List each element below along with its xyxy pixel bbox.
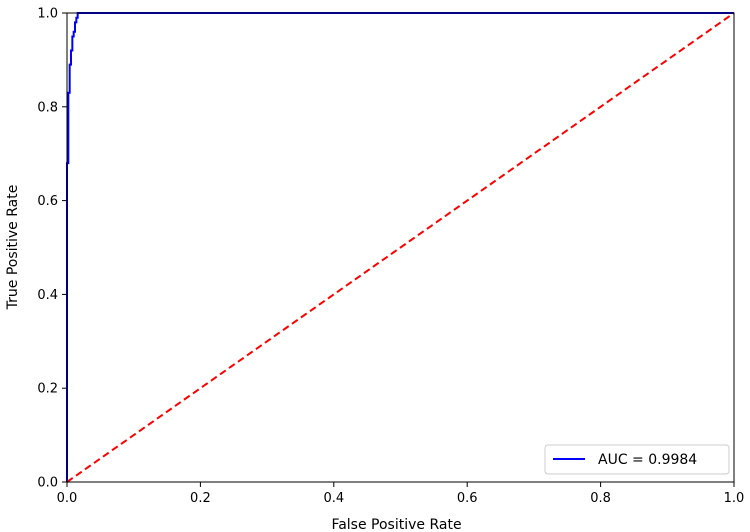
plot-area <box>66 12 735 483</box>
x-tick-label: 0.6 <box>457 491 478 506</box>
y-tick-label: 0.6 <box>37 194 58 209</box>
x-tick-label: 0.4 <box>323 491 344 506</box>
y-tick-label: 0.4 <box>37 288 58 303</box>
roc-curve-line <box>66 12 734 482</box>
legend-label-series-1: AUC = 0.9984 <box>598 452 697 468</box>
y-tick-label: 0.8 <box>37 100 58 115</box>
legend: AUC = 0.9984 <box>544 444 730 475</box>
y-tick-label: 0.2 <box>37 382 58 397</box>
plot-frame <box>66 12 735 483</box>
x-tick-label: 1.0 <box>724 491 745 506</box>
x-tick-label: 0.0 <box>57 491 78 506</box>
y-axis: 0.0 0.2 0.4 0.6 0.8 1.0 <box>37 7 67 491</box>
x-tick-label: 0.8 <box>590 491 611 506</box>
x-axis: 0.0 0.2 0.4 0.6 0.8 1.0 <box>57 482 745 506</box>
legend-box <box>544 444 730 475</box>
y-tick-label: 0.0 <box>37 476 58 491</box>
y-tick-label: 1.0 <box>37 7 58 22</box>
y-axis-label: True Positive Rate <box>5 185 21 311</box>
x-tick-label: 0.2 <box>190 491 211 506</box>
x-axis-label: False Positive Rate <box>331 517 461 532</box>
reference-diagonal-line <box>66 12 735 483</box>
